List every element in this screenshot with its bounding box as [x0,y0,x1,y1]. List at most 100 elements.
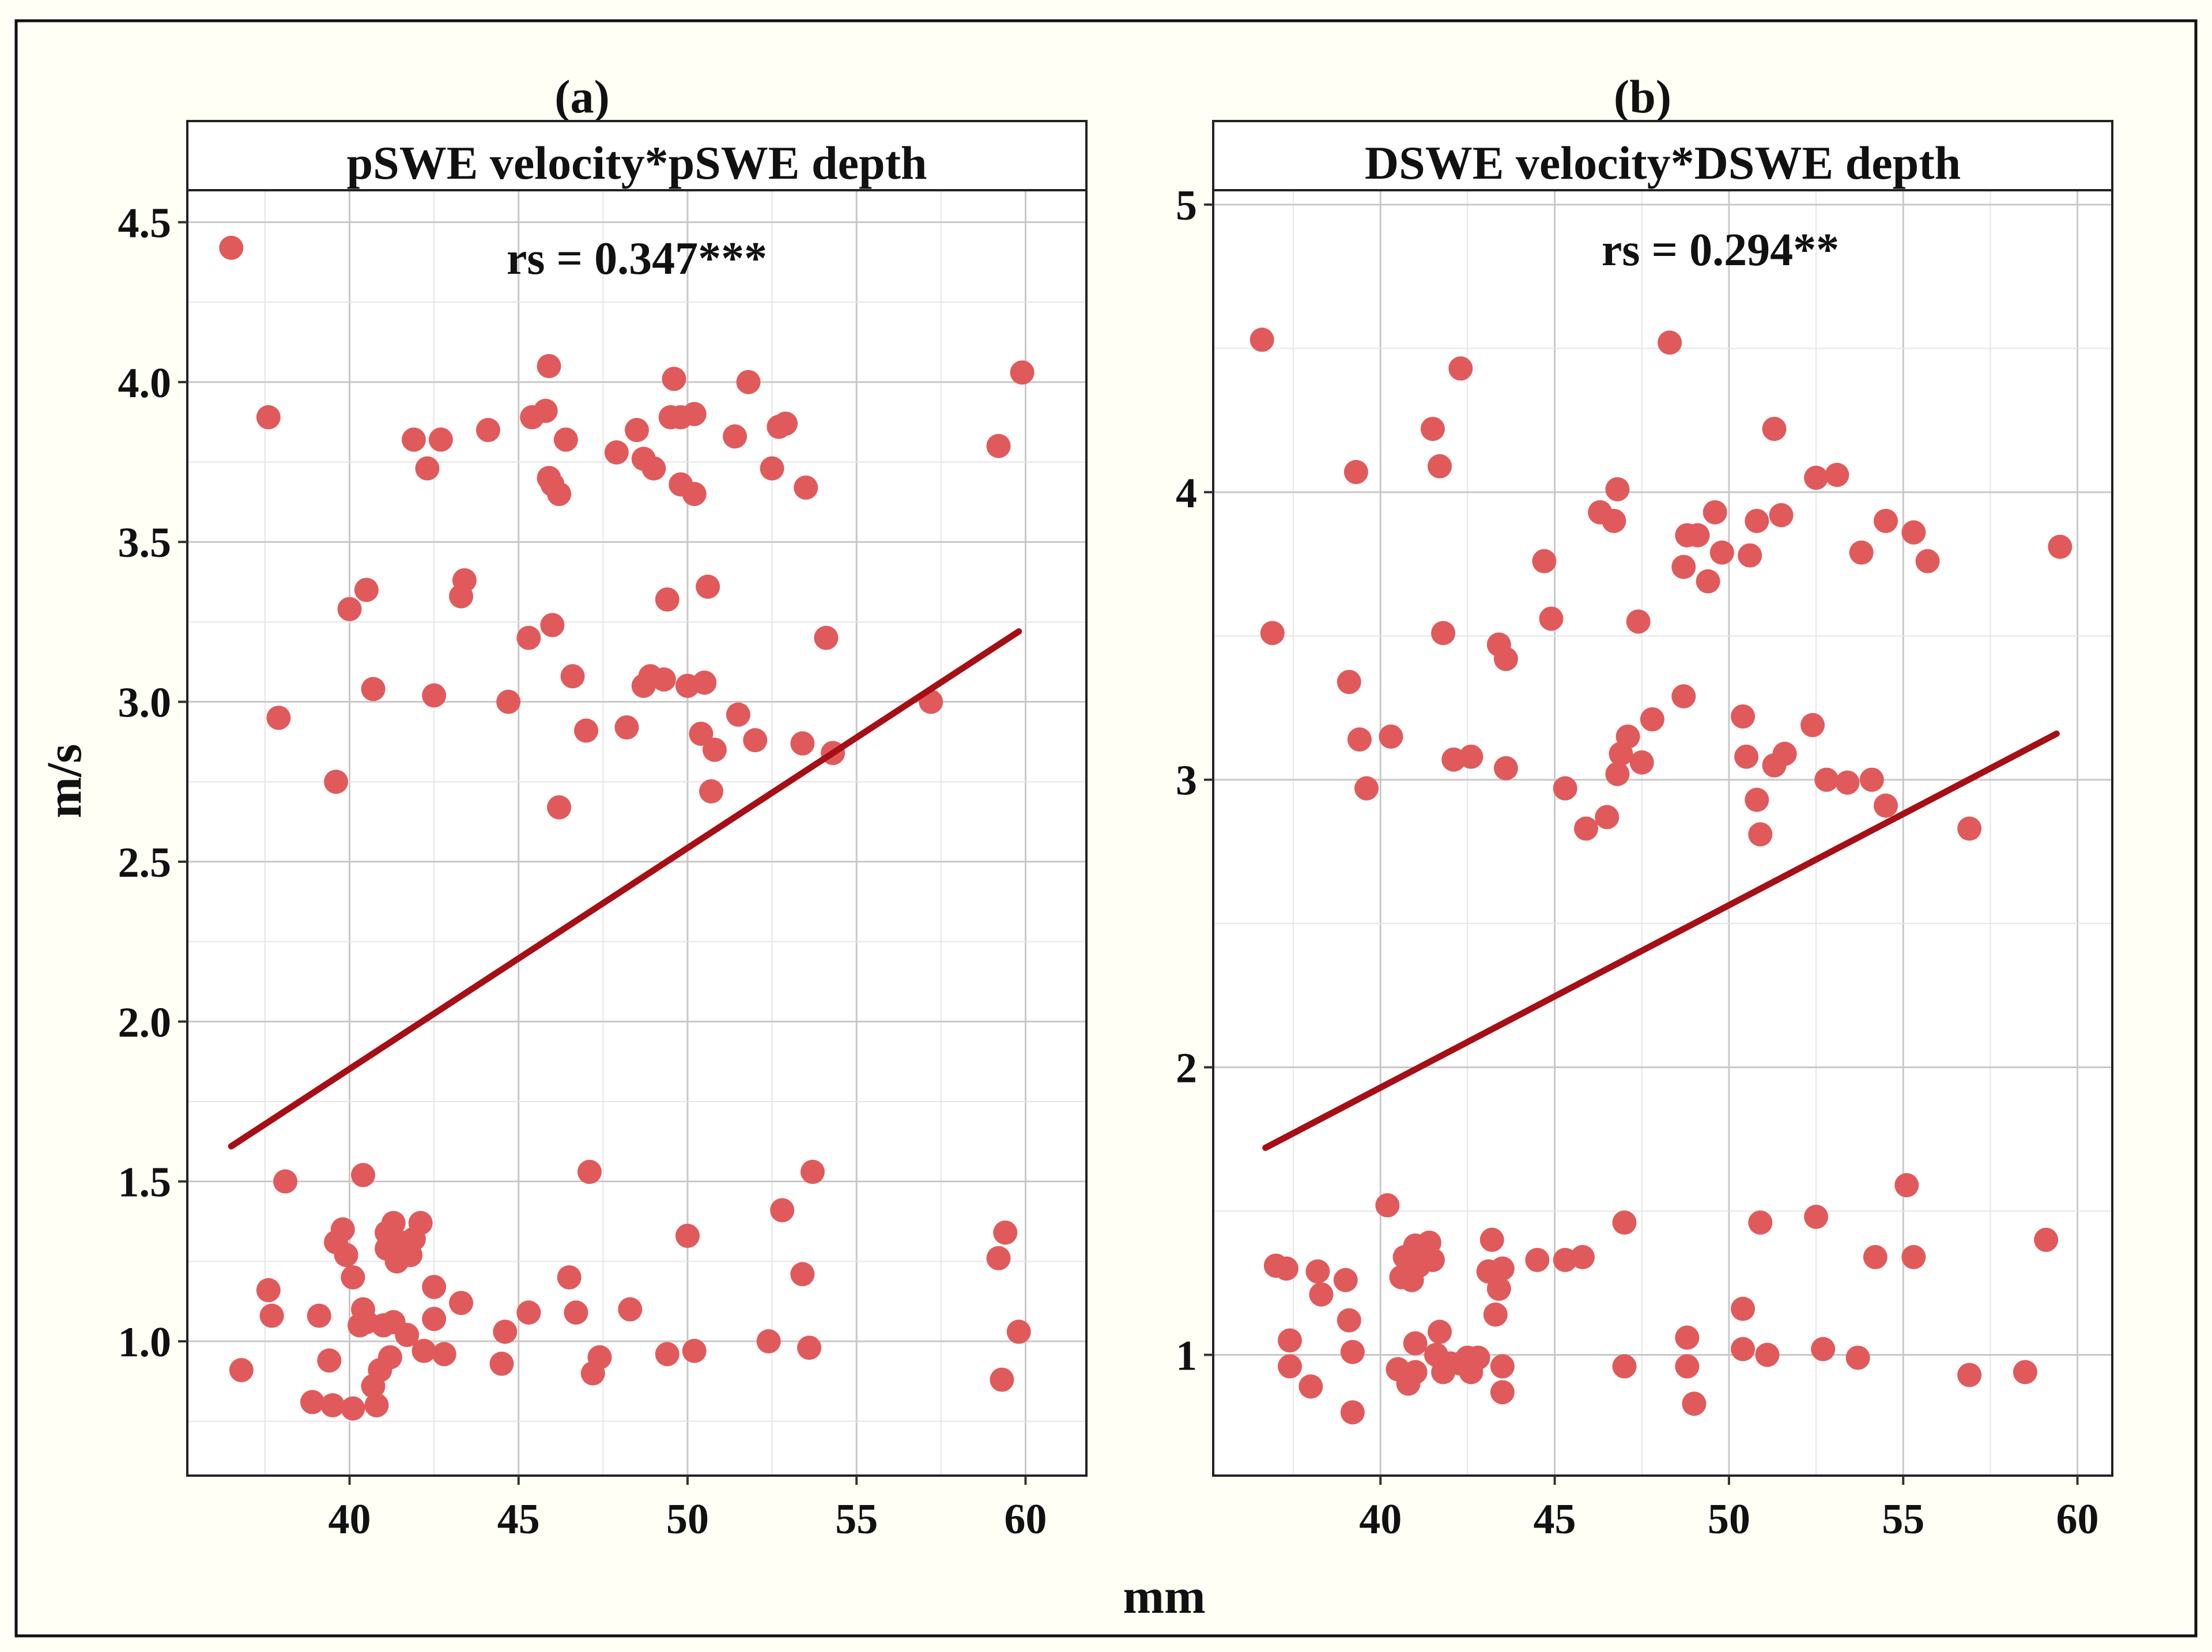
panel-a-data-point [651,667,676,692]
panel-a-data-point [662,367,686,391]
panel-a-data-point [412,1338,436,1363]
panel-b-data-point [1772,741,1797,766]
panel-a-data-point [560,664,585,689]
panel-b-data-point [1278,1354,1303,1379]
panel-b-data-point [1305,1259,1330,1284]
panel-a-data-point [307,1303,331,1328]
panel-b-data-point [1448,356,1473,381]
panel-a-x-tick-label: 60 [1004,1496,1047,1543]
panel-a-data-point [489,1351,514,1376]
panel-b-data-point [1612,1354,1637,1379]
y-axis-title: m/s [36,744,92,819]
panel-b-data-point [2034,1227,2059,1252]
panel-b-data-point [1769,503,1794,527]
panel-a-data-point [361,677,386,701]
panel-b-data-point [1553,776,1577,801]
panel-a-data-point [516,1300,541,1325]
panel-a-data-point [794,475,818,500]
panel-a-data-point [655,587,680,612]
panel-a-title: pSWE velocity*pSWE depth [347,137,927,189]
panel-a-data-point [986,1246,1011,1270]
panel-a-data-point [422,683,447,708]
panel-a-data-point [574,718,599,743]
panel-b-fit-line [1262,730,2060,1151]
panel-a-data-point [337,597,362,621]
panel-a-data-point [689,722,714,746]
panel-b-tag: (b) [1614,70,1671,123]
x-axis-title: mm [1123,1568,1205,1624]
panel-a-points [219,235,1035,1421]
panel-b-data-point [1340,1340,1365,1364]
panel-b-data-point [1738,543,1762,568]
panel-a-data-point [408,1210,433,1235]
panel-b-data-point [1490,1354,1515,1379]
panel-a-x-tick-label: 40 [329,1496,371,1543]
panel-b-data-point [1333,1268,1358,1292]
panel-a-data-point [1010,360,1035,385]
panel-a-data-point [259,1303,284,1328]
panel-a-data-point [537,354,561,379]
panel-b-data-point [1745,787,1769,812]
panel-a-data-point [564,1300,588,1325]
panel-b-data-point [1748,822,1773,847]
panel-b-data-point [1532,549,1557,574]
panel-b-data-point [1748,1210,1773,1235]
panel-a-data-point [770,1198,795,1223]
panel-a-data-point [743,728,768,753]
panel-b-data-point [1675,1354,1700,1379]
panel-b-y-tick-label: 2 [1176,1045,1197,1092]
panel-a-data-point [986,433,1011,458]
panel-a-data-point [577,1160,602,1185]
panel-a-data-point [547,481,572,506]
panel-a-data-point [449,1291,474,1315]
panel-b-data-point [1298,1374,1323,1399]
panel-b-data-point [1605,761,1630,786]
panel-a-data-point [790,731,815,756]
panel-b-data-point [1479,1227,1504,1252]
panel-a-annotation: rs = 0.347*** [507,233,767,284]
panel-a-data-point [993,1220,1018,1245]
panel-b-data-point [2048,534,2073,559]
panel-b-x-tick-label: 40 [1359,1496,1402,1543]
panel-b-y-tick-label: 5 [1176,182,1197,229]
panel-a-plot-area [187,190,1086,1476]
panel-b-data-point [1375,1193,1400,1218]
panel-a-x-tick-label: 55 [835,1496,878,1543]
panel-a-y-tick-label: 2.0 [118,999,172,1046]
panel-a-strip [186,120,1088,191]
panel-b-x-tick-label: 60 [2056,1496,2099,1543]
panel-a-data-point [696,574,720,599]
panel-a-data-point [618,1297,643,1322]
panel-a-tag: (a) [554,70,610,123]
panel-b-data-point [1615,724,1640,749]
panel-b-data-point [1731,1337,1756,1361]
panel-b-data-point [1709,540,1734,565]
panel-a-y-tick-label: 4.5 [118,199,172,247]
panel-a-data-point [614,715,639,740]
panel-b-data-point [1250,327,1274,352]
panel-b-data-point [1682,1391,1707,1416]
panel-a-y-tick-label: 3.5 [118,519,172,567]
panel-b-data-point [1863,1244,1888,1269]
panel-a-data-point [692,670,717,695]
panel-b-data-point [1539,606,1564,631]
panel-a-data-point [415,456,440,481]
panel-b-data-point [1459,744,1484,769]
panel-b-data-point [1762,417,1787,442]
panel-a-ticks: 40 45 50 55 60 1.0 1.5 2.0 2.5 3.0 3.5 4.0 4.5 [118,199,1047,1543]
panel-b-data-point [1602,508,1626,533]
panel-b-x-tick-label: 55 [1882,1496,1924,1543]
panel-b-data-point [1915,549,1940,574]
panel-b-data-point [1835,770,1860,795]
panel-a-data-point [378,1345,402,1370]
panel-a-data-point [256,405,281,429]
panel-a-data-point [475,418,500,443]
panel-a-y-tick-label: 4.0 [118,360,172,407]
panel-b: (b) DSWE velocity*DSWE depth 40 45 50 55 601… [1176,70,2113,1543]
panel-b-data-point [1340,1400,1365,1425]
panel-b-data-point [1804,1205,1829,1229]
panel-b-data-point [1675,1325,1700,1350]
panel-b-data-point [1493,647,1518,672]
panel-b-data-point [1696,569,1720,594]
